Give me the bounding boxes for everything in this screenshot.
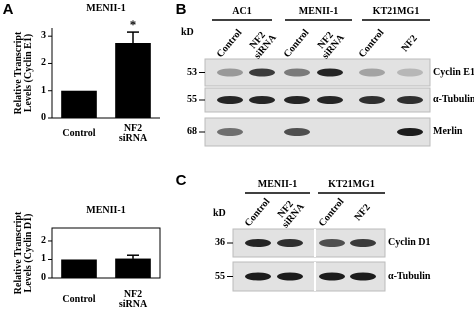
blot-band	[317, 96, 343, 104]
kd-value: 53	[187, 66, 197, 78]
blot-group: MENII-1	[298, 6, 339, 17]
y-tick-label: 0	[41, 112, 46, 123]
bar	[115, 43, 151, 118]
blot-band	[284, 128, 310, 136]
panel-letter: C	[175, 172, 187, 189]
blot-band	[397, 128, 423, 136]
panel-letter: B	[175, 1, 187, 18]
blot-group: AC1	[232, 6, 252, 17]
blot-band	[350, 272, 376, 281]
kd-value: 68	[187, 126, 197, 137]
y-tick-label: 2	[41, 234, 46, 246]
blot-band	[249, 96, 275, 104]
blot-group: MENII-1	[257, 179, 298, 190]
panel-letter: A	[2, 1, 14, 18]
y-axis-label: Relative Transcript Levels (Cyclin E1)	[13, 31, 34, 115]
x-tick-label: Control	[62, 128, 96, 139]
blot-band	[245, 272, 271, 281]
chart-title: MENII-1	[86, 3, 126, 14]
x-tick-label: Control	[62, 294, 96, 305]
y-axis-label: Relative Transcript Levels (Cyclin D1)	[13, 211, 34, 295]
x-tick-label: NF2 siRNA	[118, 123, 148, 144]
blot-group: KT21MG1	[372, 6, 420, 17]
blot-band	[284, 68, 310, 77]
blot-band	[350, 239, 376, 247]
blot-band	[317, 68, 343, 77]
bar	[61, 259, 97, 278]
band-label: α-Tubulin	[433, 94, 474, 105]
annotation: *	[129, 17, 137, 33]
blot-band	[359, 68, 385, 77]
kd-value: 55	[187, 94, 197, 105]
kd-label: kD	[181, 27, 194, 38]
band-label: α-Tubulin	[388, 270, 431, 282]
band-label: Merlin	[433, 126, 463, 137]
blot-band	[217, 96, 243, 104]
bar	[61, 90, 97, 118]
x-tick-label: NF2 siRNA	[118, 289, 148, 310]
blot-band	[217, 68, 243, 77]
blot-band	[245, 239, 271, 247]
y-tick-label: 1	[41, 253, 46, 265]
blot-band	[284, 96, 310, 104]
error-bar	[127, 31, 139, 43]
blot-band	[249, 68, 275, 77]
blot-band	[319, 272, 345, 281]
band-label: Cyclin E1	[433, 66, 474, 78]
blot-band	[217, 128, 243, 136]
y-tick-label: 3	[41, 30, 46, 42]
bar	[115, 258, 151, 278]
blot-band	[277, 239, 303, 247]
blot-band	[359, 96, 385, 104]
blot-group: KT21MG1	[328, 179, 375, 190]
y-tick-label: 0	[41, 272, 46, 283]
y-tick-label: 2	[41, 57, 46, 69]
kd-value: 55	[215, 270, 225, 282]
kd-label: kD	[213, 208, 226, 219]
y-tick-label: 1	[41, 84, 46, 96]
blot-band	[397, 68, 423, 77]
blot-band	[277, 272, 303, 281]
plot-frame	[51, 227, 161, 279]
kd-value: 36	[215, 237, 225, 248]
blot-band	[397, 96, 423, 104]
chart-title: MENII-1	[86, 205, 126, 216]
band-label: Cyclin D1	[388, 237, 431, 248]
error-bar	[127, 254, 139, 259]
blot-band	[319, 239, 345, 247]
